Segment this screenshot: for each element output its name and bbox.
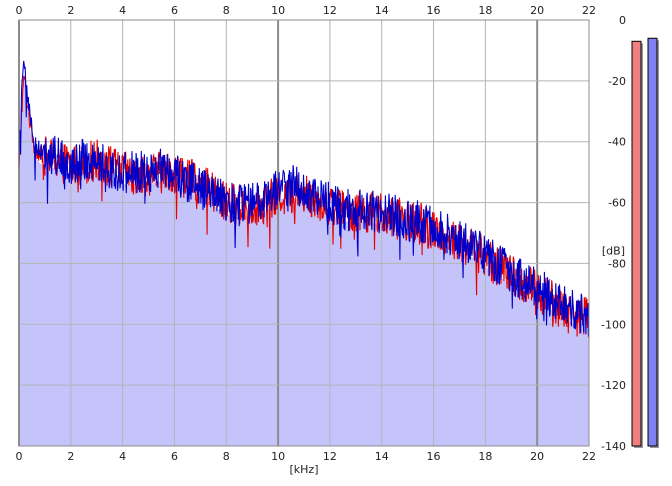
x-tick-label-top: 22 [582,4,596,17]
x-tick-label-bottom: 2 [67,450,74,463]
level-meter-right [647,37,658,447]
y-tick-label: -100 [601,318,626,331]
y-tick-label: -120 [601,379,626,392]
y-axis-label: [dB] [602,244,625,257]
y-tick-label: -20 [608,75,626,88]
x-tick-label-bottom: 22 [582,450,596,463]
x-tick-label-bottom: 20 [530,450,544,463]
x-tick-label-top: 8 [223,4,230,17]
x-tick-label-bottom: 12 [323,450,337,463]
x-tick-label-top: 16 [427,4,441,17]
level-meter-left [631,40,642,447]
x-tick-label-top: 6 [171,4,178,17]
plot-border [18,19,590,447]
series-line-blue [18,60,590,336]
y-tick-label: -80 [608,257,626,270]
x-tick-label-top: 4 [119,4,126,17]
x-tick-label-bottom: 8 [223,450,230,463]
x-tick-label-top: 10 [271,4,285,17]
x-tick-label-bottom: 16 [427,450,441,463]
x-tick-label-top: 12 [323,4,337,17]
x-tick-label-top: 20 [530,4,544,17]
y-tick-label: -40 [608,136,626,149]
spectrum-fill [19,74,589,447]
x-tick-label-top: 0 [16,4,23,17]
x-axis-label: [kHz] [290,463,319,476]
x-tick-label-bottom: 4 [119,450,126,463]
x-tick-label-bottom: 6 [171,450,178,463]
x-tick-label-bottom: 18 [478,450,492,463]
x-tick-label-top: 14 [375,4,389,17]
y-tick-label: 0 [619,14,626,27]
x-tick-label-bottom: 0 [16,450,23,463]
y-tick-label: -60 [608,197,626,210]
x-tick-label-bottom: 14 [375,450,389,463]
x-tick-label-bottom: 10 [271,450,285,463]
y-tick-label: -140 [601,440,626,453]
x-tick-label-top: 18 [478,4,492,17]
x-tick-label-top: 2 [67,4,74,17]
